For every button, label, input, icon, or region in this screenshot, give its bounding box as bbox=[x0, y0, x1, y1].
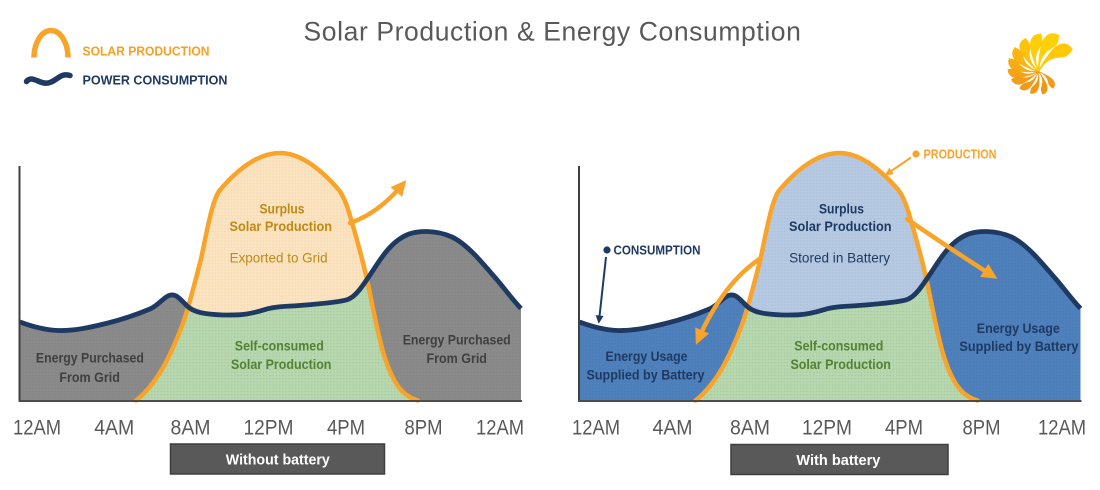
svg-text:From Grid: From Grid bbox=[59, 369, 120, 385]
svg-text:With battery: With battery bbox=[796, 452, 881, 469]
svg-text:Exported to Grid: Exported to Grid bbox=[230, 250, 328, 266]
svg-text:Surplus: Surplus bbox=[260, 201, 305, 217]
svg-text:12AM: 12AM bbox=[13, 417, 61, 440]
svg-text:12AM: 12AM bbox=[572, 417, 620, 440]
svg-text:Self-consumed: Self-consumed bbox=[235, 338, 324, 354]
svg-text:Self-consumed: Self-consumed bbox=[794, 338, 883, 354]
svg-text:12PM: 12PM bbox=[244, 417, 294, 440]
svg-text:Solar Production & Energy Cons: Solar Production & Energy Consumption bbox=[304, 17, 802, 47]
svg-text:From Grid: From Grid bbox=[426, 350, 487, 366]
svg-text:Solar Production: Solar Production bbox=[789, 218, 892, 234]
svg-text:Solar Production: Solar Production bbox=[790, 356, 891, 372]
svg-text:8AM: 8AM bbox=[171, 417, 211, 440]
svg-text:4PM: 4PM bbox=[885, 417, 923, 440]
svg-text:Solar Production: Solar Production bbox=[230, 218, 333, 234]
svg-text:Solar Production: Solar Production bbox=[231, 356, 332, 372]
svg-text:Energy Purchased: Energy Purchased bbox=[36, 349, 144, 365]
svg-text:Without battery: Without battery bbox=[226, 452, 331, 469]
svg-text:PRODUCTION: PRODUCTION bbox=[924, 148, 997, 162]
svg-text:4PM: 4PM bbox=[327, 417, 365, 440]
svg-text:Supplied by Battery: Supplied by Battery bbox=[587, 367, 705, 383]
svg-text:Energy Usage: Energy Usage bbox=[977, 320, 1060, 336]
svg-text:Energy Purchased: Energy Purchased bbox=[403, 332, 511, 348]
svg-text:12PM: 12PM bbox=[802, 417, 852, 440]
svg-text:CONSUMPTION: CONSUMPTION bbox=[614, 244, 701, 258]
svg-text:Supplied by Battery: Supplied by Battery bbox=[959, 338, 1078, 354]
svg-text:12AM: 12AM bbox=[476, 417, 524, 440]
svg-text:4AM: 4AM bbox=[653, 417, 693, 440]
svg-text:8PM: 8PM bbox=[405, 417, 443, 440]
svg-text:8PM: 8PM bbox=[963, 417, 1001, 440]
svg-text:Surplus: Surplus bbox=[819, 201, 864, 217]
svg-text:8AM: 8AM bbox=[730, 417, 770, 440]
svg-text:POWER CONSUMPTION: POWER CONSUMPTION bbox=[83, 74, 228, 88]
svg-text:4AM: 4AM bbox=[94, 417, 134, 440]
svg-text:SOLAR PRODUCTION: SOLAR PRODUCTION bbox=[83, 45, 210, 59]
svg-text:Energy Usage: Energy Usage bbox=[606, 348, 688, 364]
svg-text:12AM: 12AM bbox=[1038, 417, 1086, 440]
svg-text:Stored in Battery: Stored in Battery bbox=[789, 250, 890, 266]
